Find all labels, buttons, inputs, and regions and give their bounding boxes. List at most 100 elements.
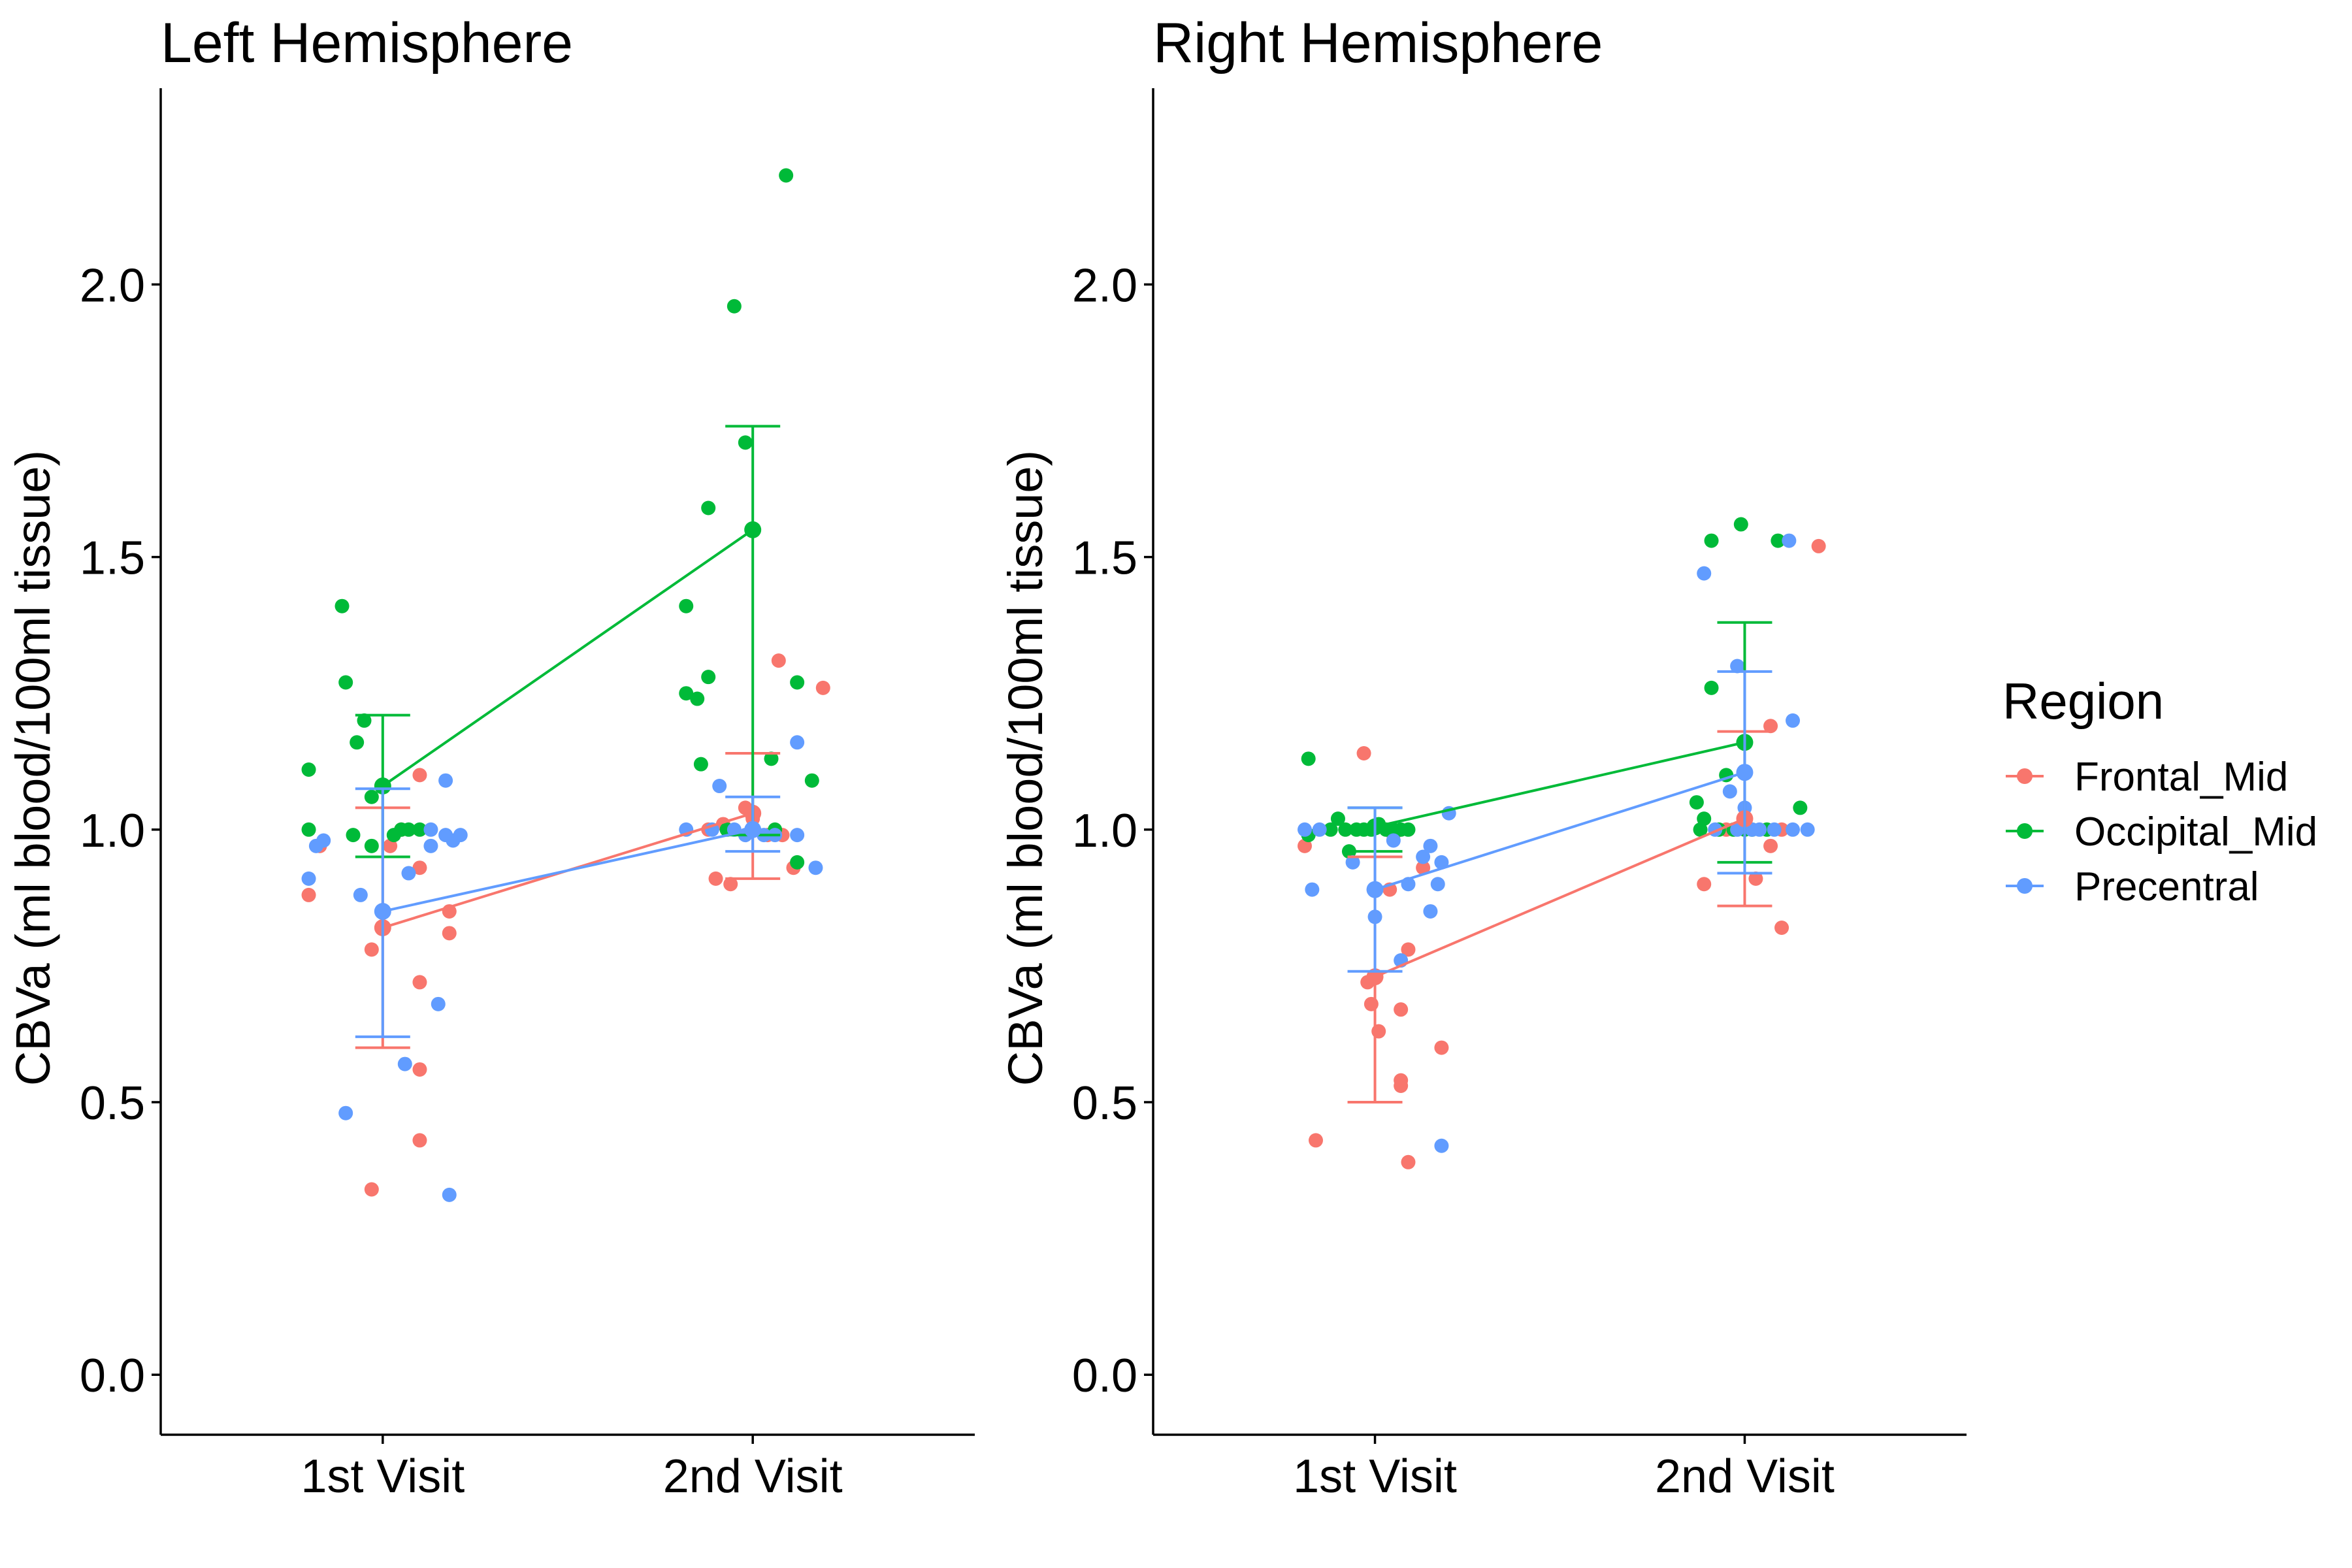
x-tick-label: 1st Visit: [1293, 1450, 1457, 1503]
data-point-occipital-mid: [350, 735, 365, 750]
data-point-frontal-mid: [771, 653, 786, 668]
data-point-frontal-mid: [1811, 538, 1826, 553]
data-point-frontal-mid: [412, 768, 427, 783]
x-tick-label: 2nd Visit: [1655, 1450, 1835, 1503]
data-point-occipital-mid: [727, 299, 742, 314]
data-point-frontal-mid: [1697, 877, 1712, 892]
panel-left-hemisphere: Left Hemisphere 0.0 0.5 1.0 1.5 2.0 1st Visit…: [6, 12, 975, 1503]
data-point-precentral: [401, 866, 416, 881]
mean-line-precentral: [1374, 771, 1746, 891]
data-point-precentral: [1786, 822, 1801, 837]
data-point-occipital-mid: [301, 762, 316, 777]
x-tick-label: 1st Visit: [301, 1450, 465, 1503]
data-point-frontal-mid: [1364, 996, 1379, 1011]
data-point-precentral: [423, 822, 438, 837]
data-point-frontal-mid: [1774, 920, 1789, 935]
legend-key-point: [2017, 878, 2033, 894]
data-point-occipital-mid: [779, 168, 794, 183]
data-point-frontal-mid: [1748, 871, 1763, 886]
data-point-precentral: [1345, 855, 1360, 870]
data-point-occipital-mid: [764, 751, 779, 766]
data-point-frontal-mid: [1434, 1040, 1449, 1055]
data-point-precentral: [338, 1105, 353, 1120]
data-point-occipital-mid: [364, 789, 379, 804]
legend-label: Occipital_Mid: [2074, 809, 2317, 855]
data-point-occipital-mid: [1301, 751, 1316, 766]
legend-key-point: [2017, 823, 2033, 839]
data-point-occipital-mid: [412, 822, 427, 837]
mean-line-occipital-mid: [1375, 741, 1745, 828]
data-point-occipital-mid: [1330, 811, 1345, 826]
data-point-precentral: [790, 828, 805, 843]
data-point-precentral: [1423, 838, 1438, 853]
data-point-occipital-mid: [1689, 795, 1704, 810]
mean-line-frontal-mid: [1374, 817, 1746, 978]
legend-label: Frontal_Mid: [2074, 755, 2288, 800]
data-point-frontal-mid: [1371, 1024, 1386, 1039]
y-tick-label: 0.5: [1072, 1077, 1137, 1130]
data-point-occipital-mid: [335, 598, 350, 613]
panel-title: Left Hemisphere: [161, 12, 573, 74]
data-point-occipital-mid: [1704, 533, 1719, 548]
data-point-precentral: [1386, 833, 1401, 848]
data-point-occipital-mid: [1733, 517, 1748, 532]
data-point-frontal-mid: [708, 871, 723, 886]
data-point-occipital-mid: [1704, 680, 1719, 695]
data-point-frontal-mid: [723, 877, 738, 892]
data-point-occipital-mid: [1693, 822, 1708, 837]
data-point-frontal-mid: [412, 860, 427, 875]
data-point-occipital-mid: [357, 713, 372, 728]
data-point-frontal-mid: [1416, 860, 1431, 875]
data-point-frontal-mid: [1401, 1154, 1416, 1169]
data-point-precentral: [1416, 849, 1431, 864]
data-point-precentral: [1722, 784, 1737, 799]
data-point-precentral: [1434, 855, 1449, 870]
mean-point-occipital-mid: [374, 777, 391, 795]
y-tick-label: 2.0: [80, 259, 145, 312]
y-axis-label: CBVa (ml blood/100ml tissue): [998, 450, 1053, 1086]
data-point-precentral: [1423, 904, 1438, 919]
y-tick-label: 0.0: [80, 1350, 145, 1402]
data-point-frontal-mid: [412, 1062, 427, 1077]
data-point-precentral: [423, 838, 438, 853]
mean-point-precentral: [1736, 764, 1754, 781]
data-point-frontal-mid: [1298, 838, 1313, 853]
data-point-precentral: [1434, 1138, 1449, 1153]
data-point-frontal-mid: [412, 1133, 427, 1148]
data-point-precentral: [1786, 713, 1801, 728]
data-point-precentral: [790, 735, 805, 750]
data-point-occipital-mid: [1771, 533, 1786, 548]
data-point-precentral: [1697, 566, 1712, 581]
data-point-frontal-mid: [1356, 745, 1371, 760]
data-point-precentral: [1782, 533, 1797, 548]
data-point-precentral: [808, 860, 823, 875]
panel-title: Right Hemisphere: [1153, 12, 1603, 74]
data-point-precentral: [316, 833, 331, 848]
data-point-precentral: [1298, 822, 1313, 837]
data-point-occipital-mid: [804, 773, 819, 788]
y-tick-label: 1.5: [80, 532, 145, 585]
y-tick-label: 0.0: [1072, 1350, 1137, 1402]
mean-point-precentral: [744, 821, 762, 838]
data-point-precentral: [1305, 882, 1320, 897]
data-point-precentral: [712, 779, 727, 794]
y-tick-label: 1.0: [80, 805, 145, 857]
x-tick-label: 2nd Visit: [663, 1450, 843, 1503]
data-point-frontal-mid: [1401, 942, 1416, 957]
data-point-occipital-mid: [346, 828, 361, 843]
data-point-occipital-mid: [1793, 800, 1808, 815]
data-point-occipital-mid: [701, 670, 716, 685]
data-point-occipital-mid: [679, 598, 694, 613]
data-point-occipital-mid: [1697, 811, 1712, 826]
data-point-precentral: [1800, 822, 1815, 837]
data-point-occipital-mid: [364, 838, 379, 853]
data-point-occipital-mid: [693, 757, 708, 772]
data-point-frontal-mid: [815, 680, 830, 695]
data-point-precentral: [397, 1056, 412, 1071]
data-point-frontal-mid: [383, 838, 398, 853]
data-point-frontal-mid: [301, 887, 316, 902]
data-point-precentral: [453, 828, 468, 843]
y-tick-label: 2.0: [1072, 259, 1137, 312]
legend-title: Region: [2002, 672, 2164, 730]
data-point-frontal-mid: [1309, 1133, 1323, 1148]
